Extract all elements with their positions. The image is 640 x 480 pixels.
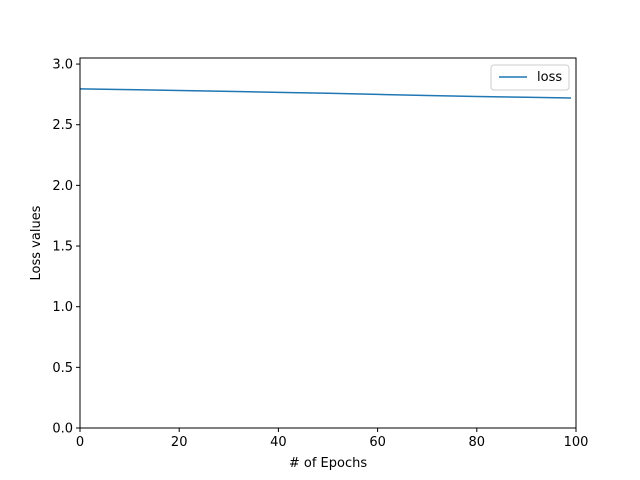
x-axis-label: # of Epochs <box>289 456 367 471</box>
x-tick-label: 80 <box>469 435 486 450</box>
x-tick-label: 20 <box>171 435 188 450</box>
x-tick-label: 60 <box>369 435 386 450</box>
x-axis-ticks: 0 20 40 60 80 100 <box>76 428 589 450</box>
series-layer <box>79 88 572 99</box>
y-tick-label: 0.5 <box>52 361 73 376</box>
y-tick-label: 0.0 <box>52 422 73 437</box>
x-tick-label: 100 <box>564 435 589 450</box>
y-tick-label: 3.0 <box>52 58 73 73</box>
y-tick-label: 1.5 <box>52 240 73 255</box>
legend-box <box>490 64 570 91</box>
x-tick-label: 40 <box>270 435 287 450</box>
y-tick-label: 2.0 <box>52 179 73 194</box>
x-tick-label: 0 <box>76 435 84 450</box>
y-axis-ticks: 0.0 0.5 1.0 1.5 2.0 2.5 3.0 <box>52 58 80 437</box>
legend-label-loss: loss <box>537 70 562 85</box>
legend: loss <box>490 64 570 91</box>
y-axis-label: Loss values <box>29 205 44 280</box>
y-tick-label: 1.0 <box>52 300 73 315</box>
plot-area <box>80 58 576 428</box>
y-tick-label: 2.5 <box>52 118 73 133</box>
plot-frame <box>79 57 577 429</box>
series-line-loss <box>79 88 572 99</box>
